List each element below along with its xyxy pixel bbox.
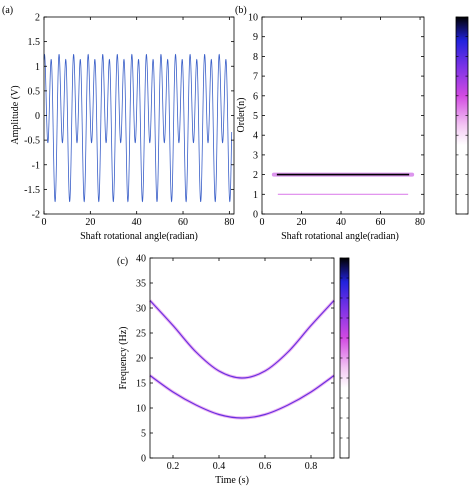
y-tick-label: 2 <box>253 170 258 181</box>
y-tick-label: 15 <box>136 379 146 390</box>
y-tick-label: 8 <box>253 52 258 63</box>
x-tick-label: 40 <box>336 217 346 228</box>
tf-ridge-f2 <box>149 300 335 379</box>
panel-b-colorbar-ticks <box>456 16 468 215</box>
y-tick-label: -1 <box>32 160 40 171</box>
x-tick-label: 0.6 <box>259 461 272 472</box>
y-tick-label: 40 <box>136 254 146 265</box>
y-tick-label: -1.5 <box>24 185 40 196</box>
x-tick-label: 0 <box>260 217 265 228</box>
tf-ridge-f1-glow <box>149 374 335 420</box>
panel-b-ridges <box>271 172 415 195</box>
panel-b-chart: (b) Order(n) Shaft rotational angle(radi… <box>235 5 469 242</box>
y-tick-label: 10 <box>136 404 146 415</box>
panel-a-x-axis-label: Shaft rotational angle(radian) <box>80 231 198 242</box>
x-tick-label: 40 <box>132 217 142 228</box>
x-tick-label: 60 <box>178 217 188 228</box>
panel-c-x-axis-label: Time (s) <box>215 475 249 486</box>
x-tick-label: 20 <box>85 217 95 228</box>
x-tick-label: 0 <box>42 217 47 228</box>
y-tick-label: 7 <box>253 72 258 83</box>
tf-ridge-f2-glow <box>148 299 336 380</box>
y-tick-label: 5 <box>253 111 258 122</box>
x-tick-label: 0.4 <box>213 461 226 472</box>
panel-b-frame <box>261 16 425 215</box>
panel-a-y-axis-label: Amplitude (V) <box>10 85 21 144</box>
panel-c-ridges <box>148 299 336 420</box>
panel-a-series <box>43 53 233 203</box>
y-tick-label: 10 <box>248 13 258 24</box>
panel-a-label: (a) <box>2 5 13 16</box>
y-tick-label: 20 <box>136 354 146 365</box>
y-tick-label: 1 <box>253 190 258 201</box>
panel-a-chart: (a) Amplitude (V) Shaft rotational angle… <box>2 5 235 242</box>
y-tick-label: 0.5 <box>28 86 41 97</box>
x-tick-label: 60 <box>376 217 386 228</box>
x-tick-label: 0.8 <box>305 461 318 472</box>
y-tick-label: 3 <box>253 150 258 161</box>
y-tick-label: -2 <box>32 210 40 221</box>
panel-b-y-axis-label: Order(n) <box>236 98 247 133</box>
panel-c-chart: (c) Frequency (Hz) Time (s) 0.2 0.4 0.6 0.8… <box>117 254 350 486</box>
y-tick-label: 5 <box>141 429 146 440</box>
amplitude-series-line <box>43 53 233 203</box>
y-tick-label: 0 <box>141 454 146 465</box>
y-tick-label: 0 <box>253 210 258 221</box>
y-tick-label: 1.5 <box>28 37 41 48</box>
y-tick-label: 30 <box>136 304 146 315</box>
panel-c-ticks: 0.2 0.4 0.6 0.8 0 5 10 15 20 25 30 35 40 <box>136 254 334 472</box>
x-tick-label: 80 <box>224 217 234 228</box>
y-tick-label: 0 <box>35 111 40 122</box>
x-tick-label: 20 <box>297 217 307 228</box>
panel-b-ticks: 0 20 40 60 80 0 1 2 3 4 5 6 7 8 9 10 <box>248 13 425 229</box>
panel-c-frame <box>149 257 335 459</box>
y-tick-label: 1 <box>35 62 40 73</box>
y-tick-label: 2 <box>35 13 40 24</box>
y-tick-label: 4 <box>253 131 258 142</box>
panel-c-label: (c) <box>117 256 128 267</box>
y-tick-label: 6 <box>253 91 258 102</box>
panel-a-frame <box>43 16 235 215</box>
panel-c-y-axis-label: Frequency (Hz) <box>118 326 129 389</box>
x-tick-label: 80 <box>415 217 425 228</box>
y-tick-label: 35 <box>136 279 146 290</box>
tf-ridge-f1 <box>149 375 335 419</box>
panel-c-colorbar-ticks <box>340 257 349 459</box>
y-tick-label: 25 <box>136 329 146 340</box>
panel-b-x-axis-label: Shaft rotational angle(radian) <box>281 231 399 242</box>
x-tick-label: 0.2 <box>167 461 180 472</box>
y-tick-label: 9 <box>253 32 258 43</box>
panel-b-label: (b) <box>235 5 247 16</box>
y-tick-label: -0.5 <box>24 136 40 147</box>
